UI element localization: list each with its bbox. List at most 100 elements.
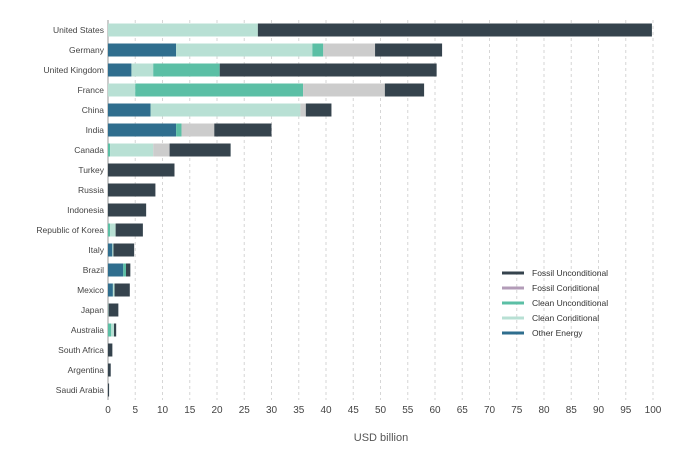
x-tick-label: 60 — [429, 405, 441, 416]
category-label: Indonesia — [67, 205, 104, 215]
bar-segment — [112, 283, 115, 297]
bar-segment — [108, 43, 177, 57]
bar-segment — [123, 263, 126, 277]
bar-segment — [108, 303, 109, 317]
bar-segment — [113, 323, 117, 337]
bar-segment — [219, 63, 437, 77]
x-tick-label: 65 — [457, 405, 469, 416]
x-tick-label: 85 — [566, 405, 578, 416]
x-tick-label: 40 — [320, 405, 332, 416]
category-label: France — [78, 85, 105, 95]
x-tick-label: 45 — [348, 405, 360, 416]
category-label: Japan — [81, 305, 104, 315]
category-label: Turkey — [78, 165, 104, 175]
bar-segment — [125, 263, 131, 277]
legend-label: Clean Conditional — [532, 313, 599, 323]
category-label: Germany — [69, 45, 105, 55]
bar-segment — [115, 223, 143, 237]
category-label: Italy — [88, 245, 104, 255]
x-axis-title: USD billion — [354, 432, 408, 444]
category-label: Canada — [74, 145, 104, 155]
bar-segment — [108, 83, 136, 97]
bar-segment — [323, 43, 376, 57]
bar-segment — [135, 83, 304, 97]
bar-segment — [108, 323, 112, 337]
bar-segment — [384, 83, 425, 97]
bar-segment — [176, 43, 313, 57]
bar-segment — [214, 123, 272, 137]
bar-segment — [257, 23, 652, 37]
category-labels: United States Germany United Kingdom France… — [36, 25, 104, 395]
x-tick-label: 95 — [620, 405, 632, 416]
gridlines — [107, 20, 654, 400]
x-tick-label: 55 — [402, 405, 414, 416]
legend-label: Other Energy — [532, 328, 583, 338]
category-label: India — [86, 125, 105, 135]
bar-segment — [375, 43, 443, 57]
bar-segment — [303, 83, 385, 97]
x-tick-label: 90 — [593, 405, 605, 416]
bar-segment — [181, 123, 215, 137]
category-label: United States — [53, 25, 104, 35]
bar-segment — [108, 63, 132, 77]
bar-segment — [131, 63, 154, 77]
x-tick-label: 80 — [538, 405, 550, 416]
bar-segment — [108, 203, 147, 217]
category-label: China — [82, 105, 104, 115]
legend-label: Clean Unconditional — [532, 298, 608, 308]
x-tick-label: 50 — [375, 405, 387, 416]
bar-segment — [108, 23, 258, 37]
x-tick-label: 5 — [132, 405, 138, 416]
x-tick-labels: 0 5 10 15 20 25 30 35 40 45 50 55 60 65 70 75 80 85 90 95 10… — [105, 405, 662, 416]
bar-segment — [150, 103, 301, 117]
bar-segment — [300, 103, 306, 117]
category-label: United Kingdom — [44, 65, 104, 75]
bar-segment — [108, 103, 151, 117]
bar-segment — [108, 343, 113, 357]
bar-segment — [108, 143, 111, 157]
category-label: Republic of Korea — [36, 225, 104, 235]
category-label: Brazil — [83, 265, 104, 275]
bar-segment — [108, 303, 119, 317]
bar-segment — [153, 143, 170, 157]
bar-segment — [108, 363, 111, 377]
category-label: Australia — [71, 325, 104, 335]
bar-segment — [169, 143, 231, 157]
x-tick-label: 30 — [266, 405, 278, 416]
bar-segment — [110, 223, 116, 237]
bar-segment — [153, 63, 220, 77]
category-label: Saudi Arabia — [56, 385, 104, 395]
x-tick-label: 70 — [484, 405, 496, 416]
x-tick-label: 100 — [645, 405, 662, 416]
bar-segment — [113, 243, 135, 257]
x-tick-label: 25 — [239, 405, 251, 416]
bar-segment — [176, 123, 182, 137]
bar-segment — [110, 143, 154, 157]
legend: Fossil Unconditional Fossil Conditional Cl… — [502, 268, 608, 338]
x-tick-label: 0 — [105, 405, 111, 416]
bar-segment — [108, 263, 124, 277]
bar-segment — [111, 323, 114, 337]
legend-label: Fossil Unconditional — [532, 268, 608, 278]
bar-segment — [108, 123, 177, 137]
x-tick-label: 10 — [157, 405, 169, 416]
x-tick-label: 20 — [211, 405, 223, 416]
bar-segment — [108, 163, 175, 177]
bar-segment — [108, 183, 156, 197]
bar-segment — [305, 103, 332, 117]
legend-label: Fossil Conditional — [532, 283, 599, 293]
category-label: Mexico — [77, 285, 104, 295]
x-tick-label: 75 — [511, 405, 523, 416]
bar-segment — [108, 223, 111, 237]
x-tick-label: 15 — [184, 405, 196, 416]
bar-segment — [108, 243, 113, 257]
x-tick-label: 35 — [293, 405, 305, 416]
category-label: South Africa — [58, 345, 104, 355]
bars — [108, 23, 652, 397]
bar-segment — [108, 283, 113, 297]
bar-segment — [108, 383, 110, 397]
bar-segment — [114, 283, 130, 297]
category-label: Russia — [78, 185, 104, 195]
bar-segment — [112, 243, 114, 257]
